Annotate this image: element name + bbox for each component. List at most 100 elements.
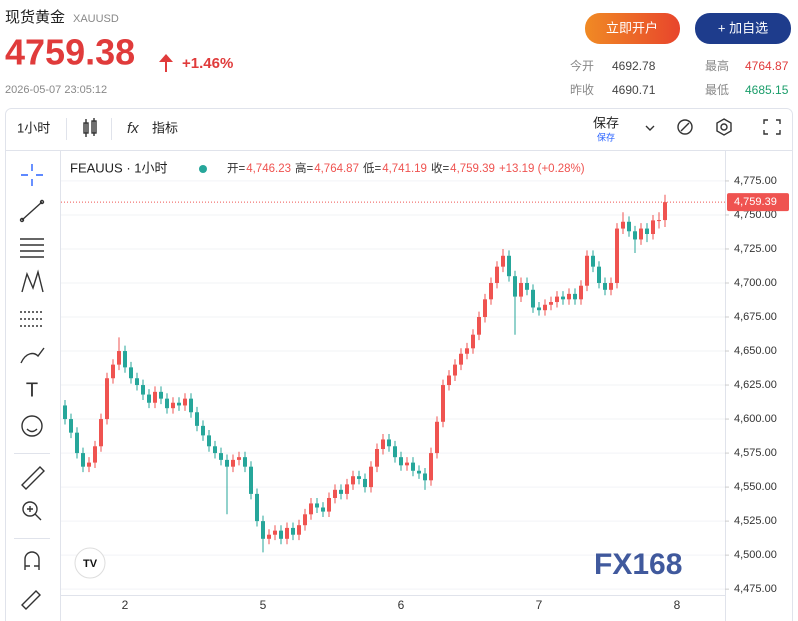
fib-tool[interactable]: [20, 311, 44, 327]
candle-body: [501, 255, 505, 267]
channel-tool[interactable]: [20, 238, 44, 258]
candle-body: [177, 402, 181, 406]
y-tick-label: 4,650.00: [734, 345, 777, 357]
settings-icon[interactable]: [716, 118, 732, 136]
candle-body: [333, 489, 337, 498]
candle-body: [345, 484, 349, 494]
legend-value: 4,759.39: [450, 163, 495, 175]
candle-body: [393, 446, 397, 458]
brush-tool[interactable]: [20, 347, 45, 364]
candle-body: [573, 293, 577, 300]
save[interactable]: 保存: [593, 115, 619, 130]
open-account-button[interactable]: [585, 13, 680, 44]
watermark: FX168: [594, 548, 682, 581]
candle-body: [165, 398, 169, 409]
candle-body: [621, 221, 625, 229]
pattern-tool[interactable]: [21, 269, 44, 293]
candle-body: [597, 266, 601, 283]
legend-value: 4,746.23: [246, 163, 291, 175]
y-tick-label: 4,775.00: [734, 175, 777, 187]
candle-body: [417, 470, 421, 474]
fullscreen-icon[interactable]: [763, 119, 781, 135]
crosshair-tool[interactable]: [21, 164, 43, 186]
open-account-label[interactable]: 立即开户: [606, 20, 658, 35]
ruler-tool[interactable]: [21, 466, 45, 490]
candle-body: [411, 462, 415, 471]
candle-body: [639, 228, 643, 240]
legend-value: 4,741.19: [382, 163, 427, 175]
candle-body: [81, 453, 85, 467]
legend-change: +13.19 (+0.28%): [499, 163, 585, 175]
stat-value: 4685.15: [745, 83, 789, 97]
tv-logo: [74, 547, 106, 579]
candle-body: [567, 293, 571, 300]
candle-body: [615, 228, 619, 283]
candle-body: [381, 439, 385, 449]
candle-type-icon[interactable]: [83, 118, 97, 137]
timestamp: 2026-05-07 23:05:12: [5, 84, 107, 96]
line-tool[interactable]: [19, 199, 45, 223]
candle-body: [561, 296, 565, 300]
y-tick-label: 4,600.00: [734, 413, 777, 425]
dropdown[interactable]: [645, 125, 655, 131]
x-tick-label: 8: [674, 598, 681, 612]
candle-body: [447, 375, 451, 386]
emoji-tool[interactable]: [21, 415, 43, 437]
candle-body: [657, 220, 661, 222]
y-tick-label: 4,625.00: [734, 379, 777, 391]
candle-body: [369, 466, 373, 488]
candle-body: [153, 391, 157, 403]
text-tool[interactable]: T: [26, 379, 38, 401]
magnet-tool[interactable]: [24, 551, 40, 570]
alert-icon[interactable]: [677, 119, 693, 135]
candle-body: [135, 378, 139, 386]
candle-body: [339, 489, 343, 494]
watchlist-label[interactable]: + 加自选: [718, 20, 768, 35]
fx-icon[interactable]: fx: [127, 120, 139, 137]
candle-body: [465, 348, 469, 354]
candle-body: [585, 255, 589, 286]
plot: [61, 180, 725, 590]
candle-body: [189, 398, 193, 413]
stat-label: 最高: [705, 58, 729, 73]
candle-body: [279, 530, 283, 539]
candle-body: [69, 419, 73, 433]
candle-body: [183, 398, 187, 406]
y-tick-label: 4,575.00: [734, 447, 777, 459]
save-sub: 保存: [597, 131, 615, 142]
candle-body: [105, 378, 109, 420]
candle-body: [363, 478, 367, 488]
indicators[interactable]: 指标: [152, 120, 178, 135]
y-tick-label: 4,475.00: [734, 583, 777, 595]
candle-body: [117, 351, 121, 365]
candle-body: [663, 202, 667, 221]
candle-body: [549, 302, 553, 305]
candle-body: [129, 367, 133, 379]
candle-body: [459, 353, 463, 365]
candle-body: [375, 448, 379, 467]
candle-body: [453, 364, 457, 376]
candle-body: [225, 459, 229, 467]
x-tick-label: 7: [536, 598, 543, 612]
candle-body: [627, 221, 631, 232]
last-price-label: 4,759.39: [734, 196, 777, 208]
candle-body: [261, 521, 265, 539]
zoom-tool[interactable]: [22, 501, 42, 521]
watchlist-button[interactable]: [695, 13, 791, 44]
candle-body: [483, 299, 487, 318]
chart-frame: [5, 108, 793, 621]
price: 4759.38: [5, 32, 135, 73]
candle-body: [315, 503, 319, 508]
candle-body: [147, 394, 151, 403]
status-dot: [199, 165, 207, 173]
candle-body: [609, 282, 613, 290]
candle-body: [357, 476, 361, 479]
candle-body: [435, 421, 439, 454]
lock-tool[interactable]: [21, 590, 41, 610]
interval[interactable]: 1小时: [17, 120, 50, 135]
candle-body: [285, 527, 289, 539]
candle-body: [75, 432, 79, 454]
candle-body: [243, 457, 247, 467]
candle-body: [267, 534, 271, 539]
